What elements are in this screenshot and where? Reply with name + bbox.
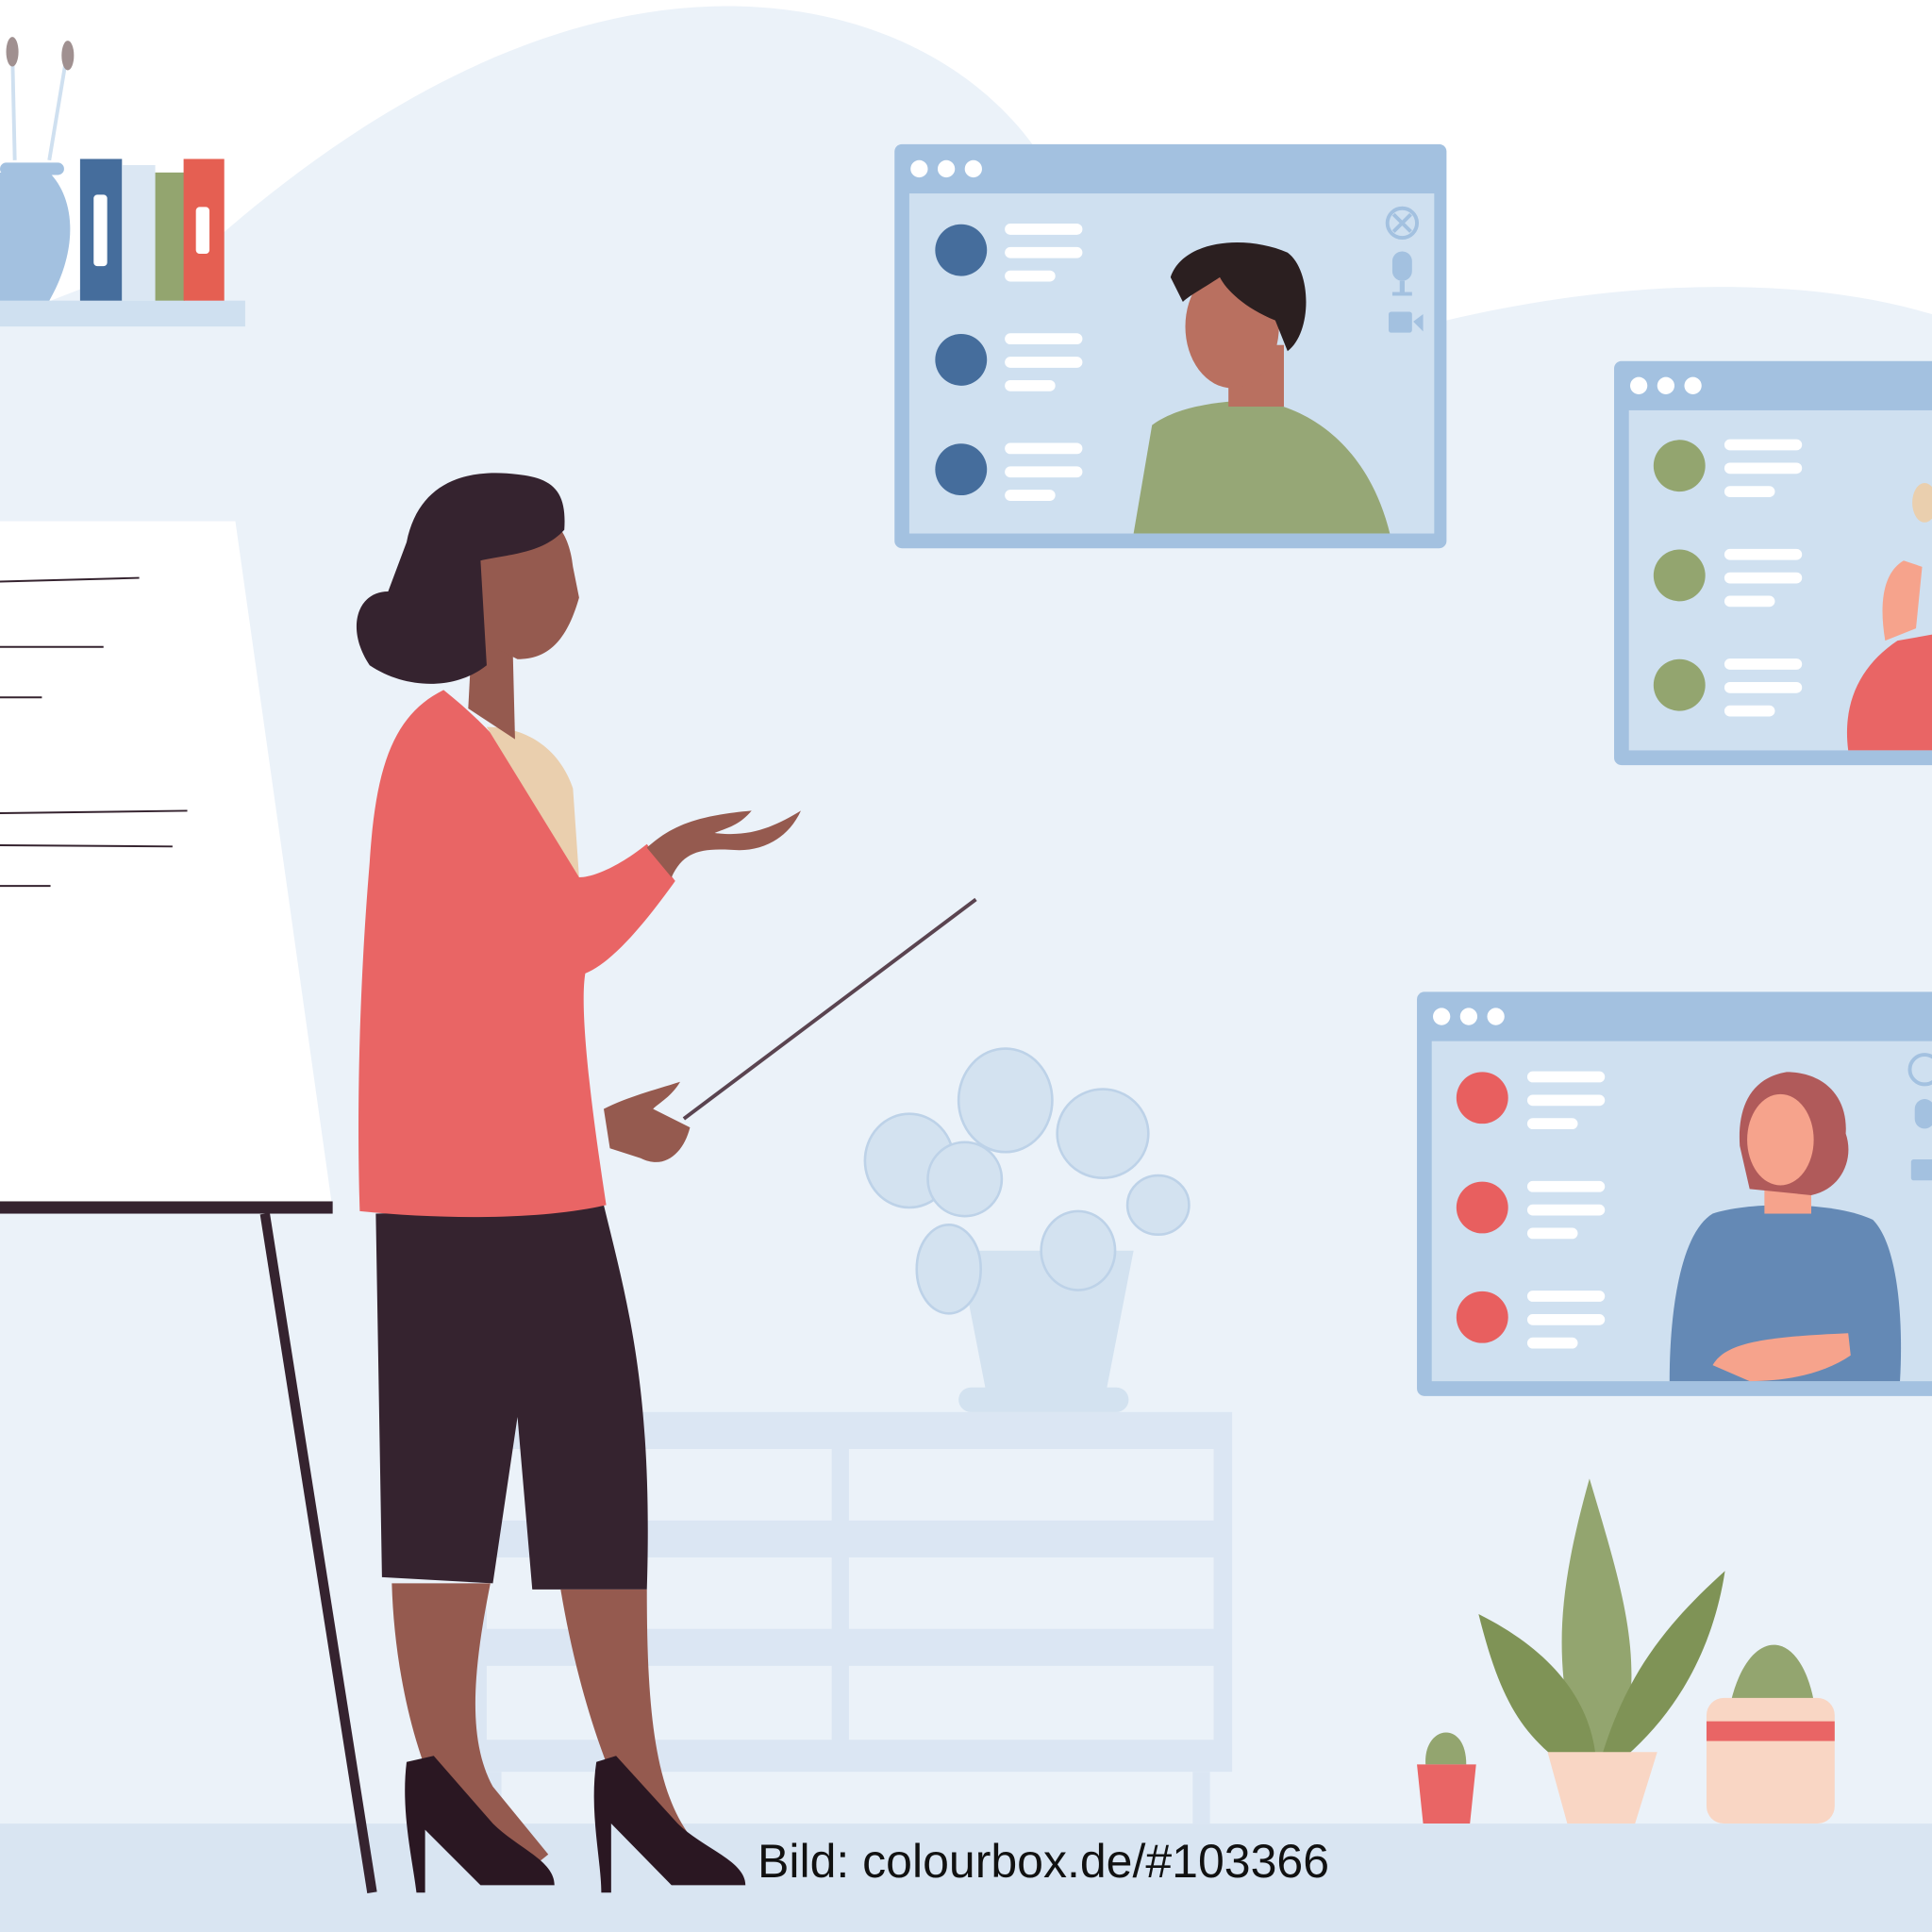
video-call-window-3 — [1417, 991, 1932, 1396]
bookshelf — [0, 37, 245, 327]
participant-man — [1133, 242, 1391, 534]
microphone-icon[interactable] — [1391, 251, 1412, 296]
video-call-window-1 — [894, 143, 1447, 549]
flipchart — [0, 521, 377, 1894]
microphone-icon[interactable] — [1914, 1099, 1932, 1129]
participant-woman — [1669, 1072, 1902, 1382]
video-camera-icon[interactable] — [1910, 1159, 1932, 1181]
pointer-stick — [682, 897, 977, 1121]
video-camera-icon[interactable] — [1389, 311, 1424, 333]
close-icon[interactable] — [1385, 206, 1419, 241]
plants-foreground — [1417, 1478, 1835, 1824]
close-icon[interactable] — [1907, 1053, 1932, 1087]
presenter-woman — [356, 473, 977, 1893]
floor — [0, 1824, 1932, 1932]
participant-person — [1846, 483, 1932, 751]
video-call-window-2 — [1614, 360, 1932, 766]
image-credit-caption: Bild: colourbox.de/#103366 — [758, 1835, 1330, 1888]
potted-plant-background — [863, 1047, 1191, 1412]
